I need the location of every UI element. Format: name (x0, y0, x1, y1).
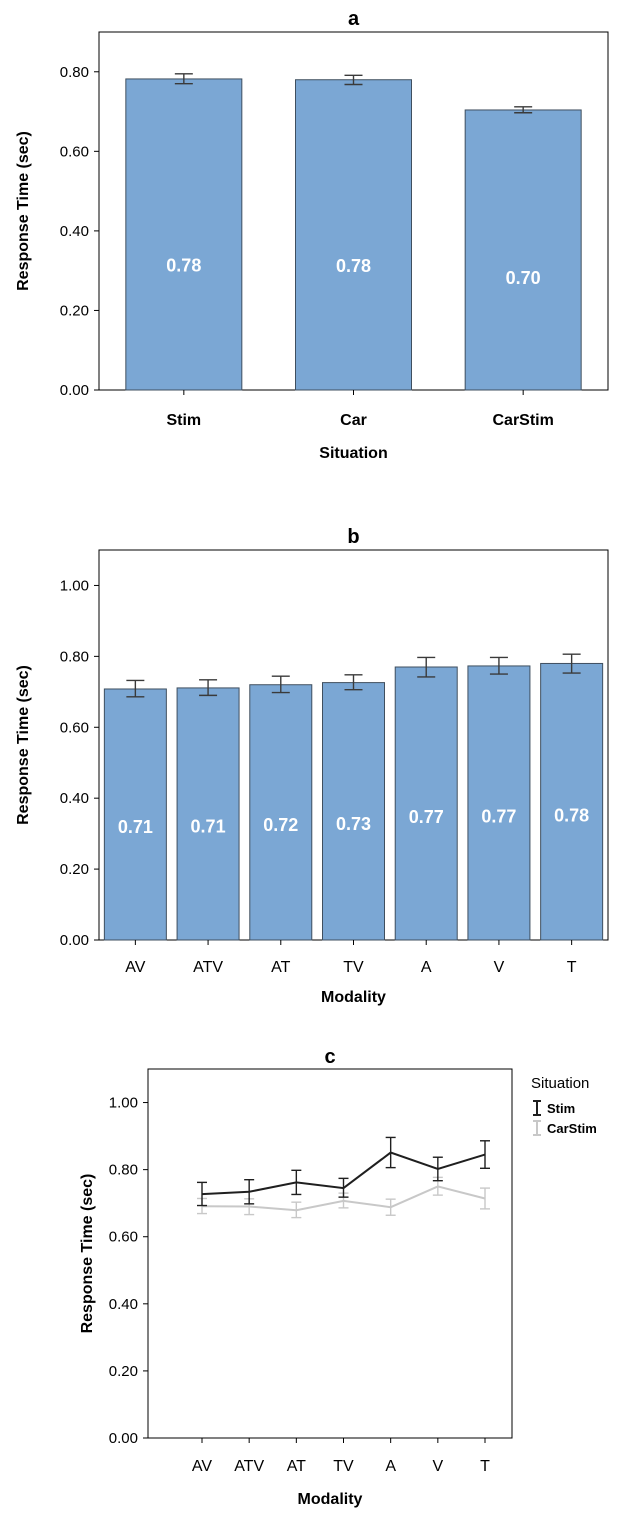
y-tick-label: 0.20 (60, 861, 89, 878)
error-bar (291, 1169, 302, 1196)
x-tick-label: A (421, 959, 432, 976)
error-bar (244, 1178, 255, 1205)
error-bar (344, 674, 363, 691)
x-tick-label: AT (271, 959, 290, 976)
error-bar (480, 1140, 490, 1169)
chart-title: c (324, 1046, 335, 1068)
x-tick-label: A (385, 1458, 396, 1475)
error-bar (271, 675, 290, 694)
bar-data-label: 0.77 (481, 807, 516, 827)
error-bar (126, 679, 145, 698)
error-bar (489, 656, 508, 675)
x-axis-title: Modality (298, 1491, 363, 1508)
y-tick-label: 0.60 (60, 143, 89, 160)
x-tick-label: Stim (166, 412, 201, 429)
error-bar (385, 1136, 396, 1169)
bar-data-label: 0.71 (191, 817, 226, 837)
bar (540, 662, 604, 941)
bar (103, 688, 167, 941)
y-axis-title: Response Time (sec) (79, 1174, 96, 1334)
error-bar (514, 106, 533, 114)
x-axis-title: Modality (321, 989, 386, 1006)
y-tick-label: 0.60 (60, 719, 89, 736)
x-tick-label: CarStim (492, 412, 553, 429)
y-tick-label: 0.00 (60, 932, 89, 949)
bar-data-label: 0.78 (554, 806, 589, 826)
chart-c: c Modality Response Time (sec) 0.00 0.20 0.40… (79, 1046, 597, 1508)
bar (394, 666, 458, 941)
y-tick-label: 0.20 (60, 302, 89, 319)
x-tick-label: AV (125, 959, 145, 976)
plot-frame (147, 1068, 513, 1439)
bar-data-label: 0.78 (336, 256, 371, 276)
y-axis-title: Response Time (sec) (15, 131, 32, 291)
x-tick-label: TV (333, 1458, 354, 1475)
x-tick-label: TV (343, 959, 364, 976)
bar-data-label: 0.73 (336, 814, 371, 834)
chart-b: b Modality Response Time (sec) 0.00 0.20 0.40… (15, 526, 609, 1006)
x-tick-label: V (432, 1458, 443, 1475)
chart-a: a Situation Response Time (sec) 0.00 0.20 0.4… (15, 8, 609, 462)
bar-data-label: 0.71 (118, 817, 153, 837)
x-tick-label: T (567, 959, 577, 976)
error-bar (432, 1156, 443, 1182)
legend-item: CarStim (533, 1120, 597, 1136)
legend-label: CarStim (547, 1121, 597, 1136)
bar-data-label: 0.72 (263, 815, 298, 835)
y-tick-label: 0.00 (109, 1430, 138, 1447)
y-tick-label: 0.20 (109, 1363, 138, 1380)
error-bar (291, 1201, 302, 1219)
x-tick-label: AV (192, 1458, 212, 1475)
error-bar (417, 656, 436, 678)
error-bar (338, 1177, 349, 1198)
error-bar (480, 1187, 490, 1210)
x-tick-label: V (494, 959, 505, 976)
legend-title: Situation (531, 1075, 589, 1092)
x-tick-label: ATV (193, 959, 223, 976)
y-tick-label: 0.00 (60, 382, 89, 399)
bar-data-label: 0.78 (166, 256, 201, 276)
y-axis-title: Response Time (sec) (15, 665, 32, 825)
bar (467, 665, 531, 941)
x-axis-title: Situation (319, 445, 387, 462)
y-tick-label: 1.00 (109, 1095, 138, 1112)
series-stim (197, 1136, 490, 1207)
chart-title: a (348, 8, 360, 30)
x-tick-label: Car (340, 412, 367, 429)
y-tick-label: 0.40 (60, 790, 89, 807)
error-bar (199, 679, 218, 697)
y-tick-label: 0.60 (109, 1229, 138, 1246)
error-bar (562, 653, 581, 674)
y-tick-label: 1.00 (60, 577, 89, 594)
bar-data-label: 0.70 (506, 268, 541, 288)
y-tick-label: 0.80 (109, 1162, 138, 1179)
y-tick-label: 0.80 (60, 64, 89, 81)
x-tick-label: ATV (234, 1458, 264, 1475)
bar (322, 682, 385, 941)
legend: Situation Stim CarStim (531, 1075, 597, 1136)
bar (295, 79, 412, 391)
error-bar (197, 1181, 207, 1207)
bar-data-label: 0.77 (409, 807, 444, 827)
error-bar (385, 1198, 396, 1216)
bar (464, 109, 582, 391)
x-tick-label: T (480, 1458, 490, 1475)
x-tick-label: AT (287, 1458, 306, 1475)
legend-item: Stim (533, 1100, 575, 1116)
bar (125, 78, 243, 391)
bar (249, 684, 313, 941)
error-bar (344, 74, 363, 86)
error-bar (174, 73, 193, 85)
y-tick-label: 0.40 (109, 1296, 138, 1313)
chart-title: b (347, 526, 359, 548)
bar (176, 687, 240, 941)
y-tick-label: 0.40 (60, 223, 89, 240)
legend-label: Stim (547, 1101, 575, 1116)
y-tick-label: 0.80 (60, 648, 89, 665)
